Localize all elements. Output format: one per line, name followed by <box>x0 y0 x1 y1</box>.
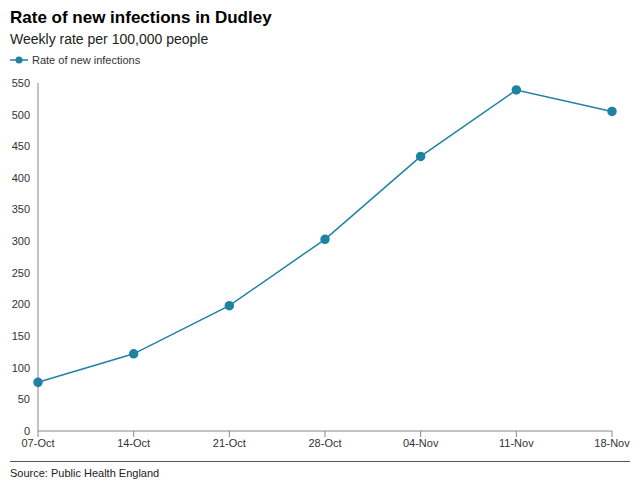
svg-text:350: 350 <box>12 203 30 215</box>
svg-text:14-Oct: 14-Oct <box>117 437 150 449</box>
svg-text:11-Nov: 11-Nov <box>499 437 534 449</box>
html-text:Rate of new infections in Dudl: Rate of new infections in Dudley <box>10 8 272 27</box>
svg-text:18-Nov: 18-Nov <box>594 437 630 449</box>
svg-text:04-Nov: 04-Nov <box>403 437 439 449</box>
html-text:Weekly rate per 100,000 people: Weekly rate per 100,000 people <box>10 31 209 47</box>
svg-text:07-Oct: 07-Oct <box>21 437 54 449</box>
svg-text:21-Oct: 21-Oct <box>213 437 246 449</box>
svg-text:550: 550 <box>12 77 30 89</box>
svg-text:28-Oct: 28-Oct <box>308 437 341 449</box>
svg-text:250: 250 <box>12 267 30 279</box>
svg-text:400: 400 <box>12 172 30 184</box>
html-text:Source: Public Health England: Source: Public Health England <box>10 467 160 479</box>
svg-text:300: 300 <box>12 235 30 247</box>
svg-text:150: 150 <box>12 330 30 342</box>
svg-text:500: 500 <box>12 109 30 121</box>
svg-text:0: 0 <box>24 425 30 437</box>
svg-text:450: 450 <box>12 140 30 152</box>
svg-text:100: 100 <box>12 362 30 374</box>
html-text:Rate of new infections: Rate of new infections <box>32 54 141 66</box>
svg-text:50: 50 <box>18 393 30 405</box>
svg-text:200: 200 <box>12 298 30 310</box>
